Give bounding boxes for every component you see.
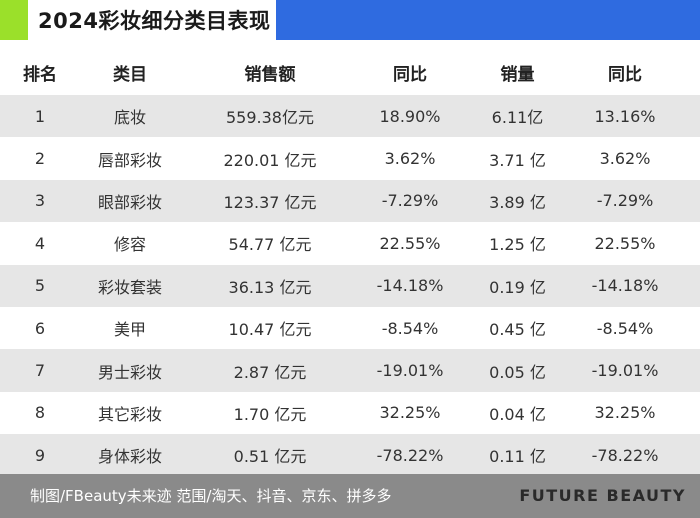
sales-yoy-cell: -7.29% [381, 191, 439, 211]
sales-cell: 1.70 亿元 [233, 404, 307, 424]
sales-yoy-cell: 32.25% [379, 403, 441, 423]
sales-yoy-cell: 22.55% [379, 233, 441, 253]
rank-cell: 8 [34, 403, 46, 423]
footer-bar: 制图/FBeauty未来迹 范围/淘天、抖音、京东、拼多多 FUTURE BEA… [0, 474, 700, 518]
sales-yoy-cell: -14.18% [376, 276, 444, 296]
table-row: 9 身体彩妆 0.51 亿元 -78.22% 0.11 亿 -78.22% [0, 434, 700, 477]
header-volume-yoy: 同比 [608, 65, 642, 85]
volume-cell: 0.11 亿 [489, 447, 546, 467]
category-cell: 底妆 [113, 108, 146, 128]
table-row: 5 彩妆套装 36.13 亿元 -14.18% 0.19 亿 -14.18% [0, 264, 700, 307]
volume-cell: 3.71 亿 [489, 150, 546, 170]
volume-cell: 0.05 亿 [489, 362, 546, 382]
sales-cell: 2.87 亿元 [233, 362, 307, 382]
volume-yoy-cell: 32.25% [594, 403, 656, 423]
sales-cell: 0.51 亿元 [233, 447, 307, 467]
sales-cell: 123.37 亿元 [223, 192, 317, 212]
volume-yoy-cell: 3.62% [599, 149, 651, 169]
title-bar: 2024彩妆细分类目表现 [0, 0, 700, 40]
rank-cell: 9 [34, 445, 46, 465]
table-row: 6 美甲 10.47 亿元 -8.54% 0.45 亿 -8.54% [0, 307, 700, 349]
category-cell: 唇部彩妆 [97, 150, 162, 170]
rank-cell: 7 [34, 361, 46, 381]
table-row: 8 其它彩妆 1.70 亿元 32.25% 0.04 亿 32.25% [0, 392, 700, 434]
footer-source: 制图/FBeauty未来迹 范围/淘天、抖音、京东、拼多多 [30, 487, 392, 505]
volume-yoy-cell: -14.18% [591, 276, 659, 296]
sales-yoy-cell: -19.01% [376, 361, 444, 381]
sales-cell: 36.13 亿元 [228, 277, 312, 297]
sales-yoy-cell: 18.90% [379, 106, 441, 126]
volume-cell: 0.45 亿 [489, 320, 546, 340]
table-row: 3 眼部彩妆 123.37 亿元 -7.29% 3.89 亿 -7.29% [0, 179, 700, 223]
header-sales: 销售额 [244, 65, 296, 85]
table-header-row: 排名 类目 销售额 同比 销量 同比 [0, 50, 700, 95]
volume-cell: 0.19 亿 [489, 277, 546, 297]
sales-cell: 559.38亿元 [226, 108, 314, 128]
sales-cell: 54.77 亿元 [228, 235, 312, 255]
table-row: 7 男士彩妆 2.87 亿元 -19.01% 0.05 亿 -19.01% [0, 349, 700, 392]
category-table: 排名 类目 销售额 同比 销量 同比 1 底妆 559.38亿元 18.90% … [0, 50, 700, 477]
category-cell: 男士彩妆 [97, 362, 162, 382]
header-volume: 销量 [500, 65, 535, 85]
sales-yoy-cell: 3.62% [384, 149, 436, 169]
sales-yoy-cell: -78.22% [376, 445, 444, 465]
sales-cell: 10.47 亿元 [228, 320, 312, 340]
header-category: 类目 [113, 65, 147, 85]
rank-cell: 1 [34, 106, 46, 126]
volume-cell: 0.04 亿 [489, 404, 546, 424]
category-cell: 美甲 [113, 320, 146, 340]
rank-cell: 6 [34, 318, 46, 338]
volume-yoy-cell: -78.22% [591, 445, 659, 465]
table-row: 2 唇部彩妆 220.01 亿元 3.62% 3.71 亿 3.62% [0, 137, 700, 179]
rank-cell: 3 [34, 191, 46, 211]
rank-cell: 4 [34, 233, 46, 253]
table-row: 4 修容 54.77 亿元 22.55% 1.25 亿 22.55% [0, 222, 700, 264]
rank-cell: 5 [34, 276, 46, 296]
green-accent-block [0, 0, 28, 40]
category-cell: 眼部彩妆 [97, 192, 162, 212]
category-cell: 其它彩妆 [97, 404, 162, 424]
volume-cell: 3.89 亿 [489, 192, 546, 212]
category-cell: 修容 [113, 235, 146, 255]
category-cell: 身体彩妆 [97, 447, 162, 467]
volume-yoy-cell: -19.01% [591, 361, 659, 381]
sales-yoy-cell: -8.54% [381, 318, 439, 338]
volume-cell: 6.11亿 [491, 108, 544, 128]
category-cell: 彩妆套装 [97, 277, 162, 297]
volume-yoy-cell: -8.54% [596, 318, 654, 338]
volume-yoy-cell: -7.29% [596, 191, 654, 211]
volume-cell: 1.25 亿 [489, 235, 546, 255]
header-sales-yoy: 同比 [393, 65, 427, 85]
blue-accent-block [276, 0, 700, 40]
volume-yoy-cell: 22.55% [594, 233, 656, 253]
page-title: 2024彩妆细分类目表现 [38, 9, 271, 33]
header-rank: 排名 [23, 65, 57, 85]
table-row: 1 底妆 559.38亿元 18.90% 6.11亿 13.16% [0, 95, 700, 138]
footer-brand: FUTURE BEAUTY [519, 486, 686, 505]
volume-yoy-cell: 13.16% [594, 106, 656, 126]
sales-cell: 220.01 亿元 [223, 150, 317, 170]
rank-cell: 2 [34, 149, 46, 169]
